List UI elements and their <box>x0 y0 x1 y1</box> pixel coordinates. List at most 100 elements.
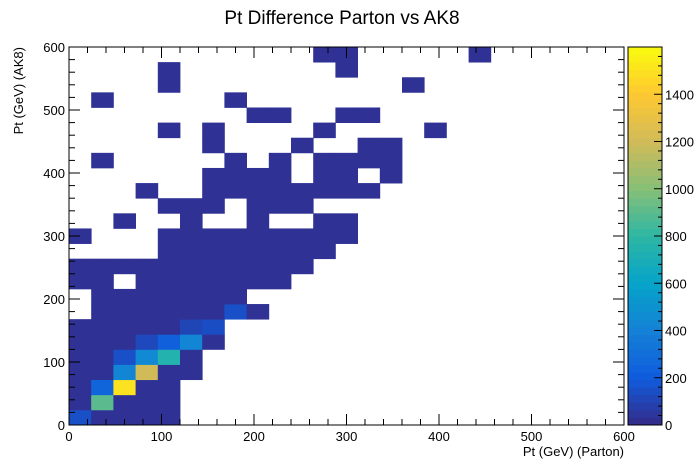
heatmap-cell <box>313 167 336 184</box>
heatmap-cell <box>202 243 225 260</box>
heatmap-cell <box>246 183 270 199</box>
colorbar-segment <box>628 130 662 139</box>
heatmap-cell <box>157 122 181 139</box>
heatmap-cell <box>291 243 314 260</box>
heatmap-cell <box>379 167 403 184</box>
colorbar-segment <box>628 92 662 101</box>
heatmap-cell <box>91 349 114 365</box>
heatmap-cell <box>69 319 92 335</box>
heatmap-cell <box>313 152 336 169</box>
heatmap-cell <box>379 152 403 169</box>
colorbar-segment <box>628 47 662 56</box>
heatmap-cell <box>113 334 136 350</box>
heatmap-cell <box>135 334 159 350</box>
heatmap-cell <box>246 167 270 184</box>
y-tick-label: 200 <box>43 292 65 307</box>
heatmap-cell <box>268 273 292 290</box>
heatmap-cell <box>246 228 270 244</box>
y-tick-label: 400 <box>43 166 65 181</box>
heatmap-cell <box>268 107 292 123</box>
colorbar-tick-label: 1000 <box>665 182 694 197</box>
colorbar-segment <box>628 220 662 229</box>
heatmap-cell <box>157 288 181 305</box>
heatmap-cell <box>268 258 292 275</box>
colorbar-segment <box>628 334 662 343</box>
y-tick-label: 0 <box>58 418 65 433</box>
heatmap-cell <box>113 349 136 365</box>
heatmap-cell <box>202 198 225 214</box>
heatmap-cell <box>91 334 114 350</box>
heatmap-cell <box>224 92 247 108</box>
heatmap-cell <box>91 364 114 381</box>
colorbar-segment <box>628 394 662 403</box>
heatmap-cell <box>313 228 336 244</box>
heatmap-cell <box>157 228 181 244</box>
colorbar-segment <box>628 69 662 78</box>
heatmap-cell <box>180 243 203 260</box>
heatmap-cell <box>91 273 114 290</box>
heatmap-cell <box>91 409 114 426</box>
heatmap-cell <box>157 62 181 78</box>
colorbar-tick-label: 1400 <box>665 87 694 102</box>
heatmap-cell <box>224 167 247 184</box>
x-tick-label: 0 <box>65 429 72 444</box>
heatmap-cell <box>246 243 270 260</box>
colorbar-segment <box>628 258 662 267</box>
heatmap-cell <box>157 304 181 320</box>
heatmap-cell <box>91 258 114 275</box>
heatmap-cell <box>268 243 292 260</box>
colorbar-tick-label: 200 <box>665 371 687 386</box>
colorbar-tick-label: 600 <box>665 276 687 291</box>
colorbar-segment <box>628 266 662 275</box>
heatmap-cell <box>91 152 114 169</box>
heatmap-cell <box>313 243 336 260</box>
heatmap-cell <box>91 319 114 335</box>
heatmap-cell <box>246 304 270 320</box>
color-scale-bar: 0 200 400 600 800 1000 1200 1400 <box>627 46 694 433</box>
colorbar-segment <box>628 54 662 63</box>
colorbar-segment <box>628 364 662 373</box>
heatmap-cell <box>202 122 225 139</box>
heatmap-cell <box>224 273 247 290</box>
heatmap-cell <box>135 304 159 320</box>
heatmap-bins <box>69 47 492 426</box>
heatmap-cell <box>135 288 159 305</box>
heatmap-cell <box>202 167 225 184</box>
heatmap-cell <box>291 183 314 199</box>
colorbar-tick-label: 800 <box>665 229 687 244</box>
heatmap-cell <box>202 258 225 275</box>
colorbar-segment <box>628 77 662 86</box>
heatmap-cell <box>313 183 336 199</box>
chart-title: Pt Difference Parton vs AK8 <box>224 8 459 29</box>
colorbar-segment <box>628 167 662 177</box>
heatmap-cell <box>335 167 358 184</box>
heatmap-cell <box>357 137 381 154</box>
x-tick-label: 600 <box>613 429 635 444</box>
heatmap-cell <box>157 364 181 381</box>
heatmap-cell <box>135 394 159 411</box>
heatmap-cell <box>180 364 203 381</box>
colorbar-segment <box>628 349 662 358</box>
heatmap-cell <box>157 334 181 350</box>
heatmap-cell <box>69 349 92 365</box>
axes: 0 100 200 300 400 500 600 0 100 200 300 400 500 600 <box>43 40 635 444</box>
heatmap-cell <box>135 349 159 365</box>
heatmap-cell <box>357 152 381 169</box>
heatmap-cell <box>180 288 203 305</box>
heatmap-cell <box>202 183 225 199</box>
heatmap-cell <box>246 273 270 290</box>
heatmap-cell <box>135 258 159 275</box>
heatmap-cell <box>357 107 381 123</box>
heatmap-cell <box>335 228 358 244</box>
colorbar-segment <box>628 402 662 411</box>
heatmap-cell <box>224 304 247 320</box>
heatmap-cell <box>224 183 247 199</box>
colorbar-segment <box>628 62 662 71</box>
colorbar-segment <box>628 160 662 169</box>
heatmap-cell <box>157 379 181 396</box>
colorbar-tick-label: 0 <box>665 418 672 433</box>
heatmap-cell <box>224 228 247 244</box>
heatmap-cell <box>246 107 270 123</box>
heatmap-cell <box>335 152 358 169</box>
heatmap-cell <box>135 319 159 335</box>
